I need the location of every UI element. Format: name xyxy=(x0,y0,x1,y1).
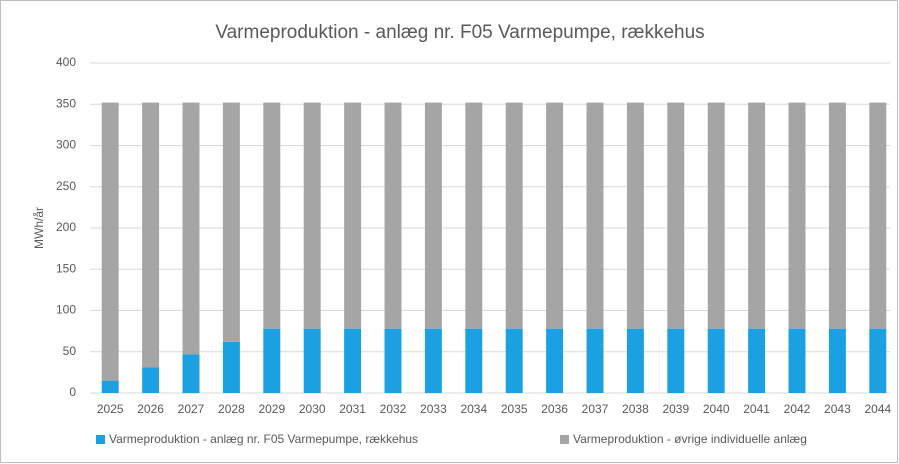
bar-segment xyxy=(344,328,362,393)
bar-segment xyxy=(505,328,523,393)
legend-swatch xyxy=(96,435,105,444)
bar-segment xyxy=(505,102,523,329)
bar-segment xyxy=(667,328,685,393)
bar-segment xyxy=(788,328,806,393)
x-tick-label: 2028 xyxy=(218,402,245,416)
x-tick-label: 2029 xyxy=(258,402,285,416)
bar-segment xyxy=(546,102,564,329)
bar-segment xyxy=(222,102,240,342)
bar-segment xyxy=(303,328,321,393)
bar-segment xyxy=(222,341,240,393)
bar-segment xyxy=(586,328,604,393)
bar-segment xyxy=(626,328,644,393)
bar-segment xyxy=(707,102,725,329)
x-tick-label: 2032 xyxy=(380,402,407,416)
x-tick-label: 2030 xyxy=(299,402,326,416)
legend-label: Varmeproduktion - øvrige individuelle an… xyxy=(573,432,807,446)
x-tick-label: 2027 xyxy=(178,402,205,416)
bar-segment xyxy=(626,102,644,329)
chart-title: Varmeproduktion - anlæg nr. F05 Varmepum… xyxy=(215,22,704,43)
bar-segment xyxy=(142,102,160,368)
x-tick-label: 2036 xyxy=(541,402,568,416)
bar-segment xyxy=(869,102,887,329)
x-tick-label: 2031 xyxy=(339,402,366,416)
x-tick-label: 2025 xyxy=(97,402,124,416)
bar-segment xyxy=(344,102,362,329)
bar-segment xyxy=(465,328,483,393)
bar-segment xyxy=(101,380,119,393)
bar-segment xyxy=(828,328,846,393)
bar-segment xyxy=(465,102,483,329)
x-tick-label: 2042 xyxy=(784,402,811,416)
bar-segment xyxy=(384,102,402,329)
bar-segment xyxy=(424,102,442,329)
y-tick-label: 350 xyxy=(56,96,76,110)
bar-segment xyxy=(263,328,281,393)
bar-segment xyxy=(586,102,604,329)
bar-segment xyxy=(828,102,846,329)
bar-segment xyxy=(546,328,564,393)
x-tick-label: 2039 xyxy=(662,402,689,416)
x-tick-label: 2037 xyxy=(582,402,609,416)
x-tick-label: 2043 xyxy=(824,402,851,416)
y-tick-label: 100 xyxy=(56,303,76,317)
bar-segment xyxy=(869,328,887,393)
legend-label: Varmeproduktion - anlæg nr. F05 Varmepum… xyxy=(109,432,418,446)
x-tick-label: 2033 xyxy=(420,402,447,416)
bar-segment xyxy=(142,367,160,393)
bar-segment xyxy=(101,102,119,381)
y-tick-label: 0 xyxy=(69,385,76,399)
x-tick-label: 2034 xyxy=(460,402,487,416)
bar-segment xyxy=(182,354,200,393)
y-tick-label: 400 xyxy=(56,55,76,69)
bar-segment xyxy=(667,102,685,329)
x-tick-label: 2040 xyxy=(703,402,730,416)
x-tick-label: 2041 xyxy=(743,402,770,416)
bar-segment xyxy=(424,328,442,393)
x-tick-label: 2038 xyxy=(622,402,649,416)
x-tick-label: 2044 xyxy=(864,402,891,416)
bar-segment xyxy=(748,328,766,393)
bar-segment xyxy=(748,102,766,329)
y-axis-label: MWh/år xyxy=(32,207,46,249)
x-tick-label: 2035 xyxy=(501,402,528,416)
y-tick-label: 300 xyxy=(56,138,76,152)
y-tick-label: 50 xyxy=(63,344,77,358)
y-tick-label: 250 xyxy=(56,179,76,193)
bar-segment xyxy=(384,328,402,393)
bar-segment xyxy=(707,328,725,393)
bar-segment xyxy=(263,102,281,329)
bar-segment xyxy=(182,102,200,355)
legend-swatch xyxy=(560,435,569,444)
x-tick-label: 2026 xyxy=(137,402,164,416)
bar-segment xyxy=(303,102,321,329)
bar-segment xyxy=(788,102,806,329)
y-tick-label: 150 xyxy=(56,261,76,275)
y-tick-label: 200 xyxy=(56,220,76,234)
